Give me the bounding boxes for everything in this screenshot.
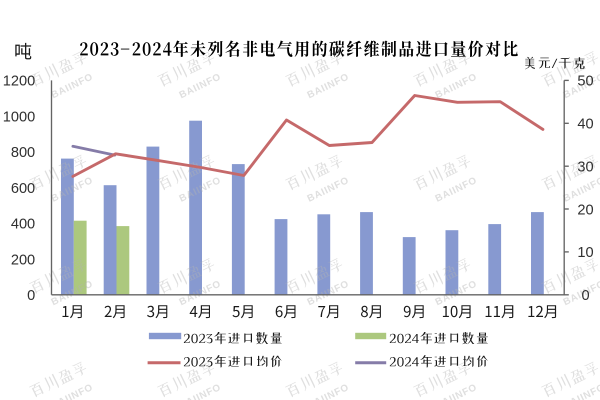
svg-text:1000: 1000: [3, 109, 35, 125]
svg-text:200: 200: [11, 252, 35, 268]
svg-text:800: 800: [11, 145, 35, 161]
svg-text:10: 10: [577, 245, 593, 261]
svg-text:0: 0: [27, 288, 35, 304]
svg-text:0: 0: [581, 288, 589, 304]
svg-text:30: 30: [577, 160, 593, 176]
svg-text:20: 20: [577, 202, 593, 218]
svg-text:50: 50: [577, 74, 593, 90]
svg-text:400: 400: [11, 217, 35, 233]
svg-text:1200: 1200: [3, 74, 35, 90]
svg-text:600: 600: [11, 181, 35, 197]
svg-text:40: 40: [577, 117, 593, 133]
